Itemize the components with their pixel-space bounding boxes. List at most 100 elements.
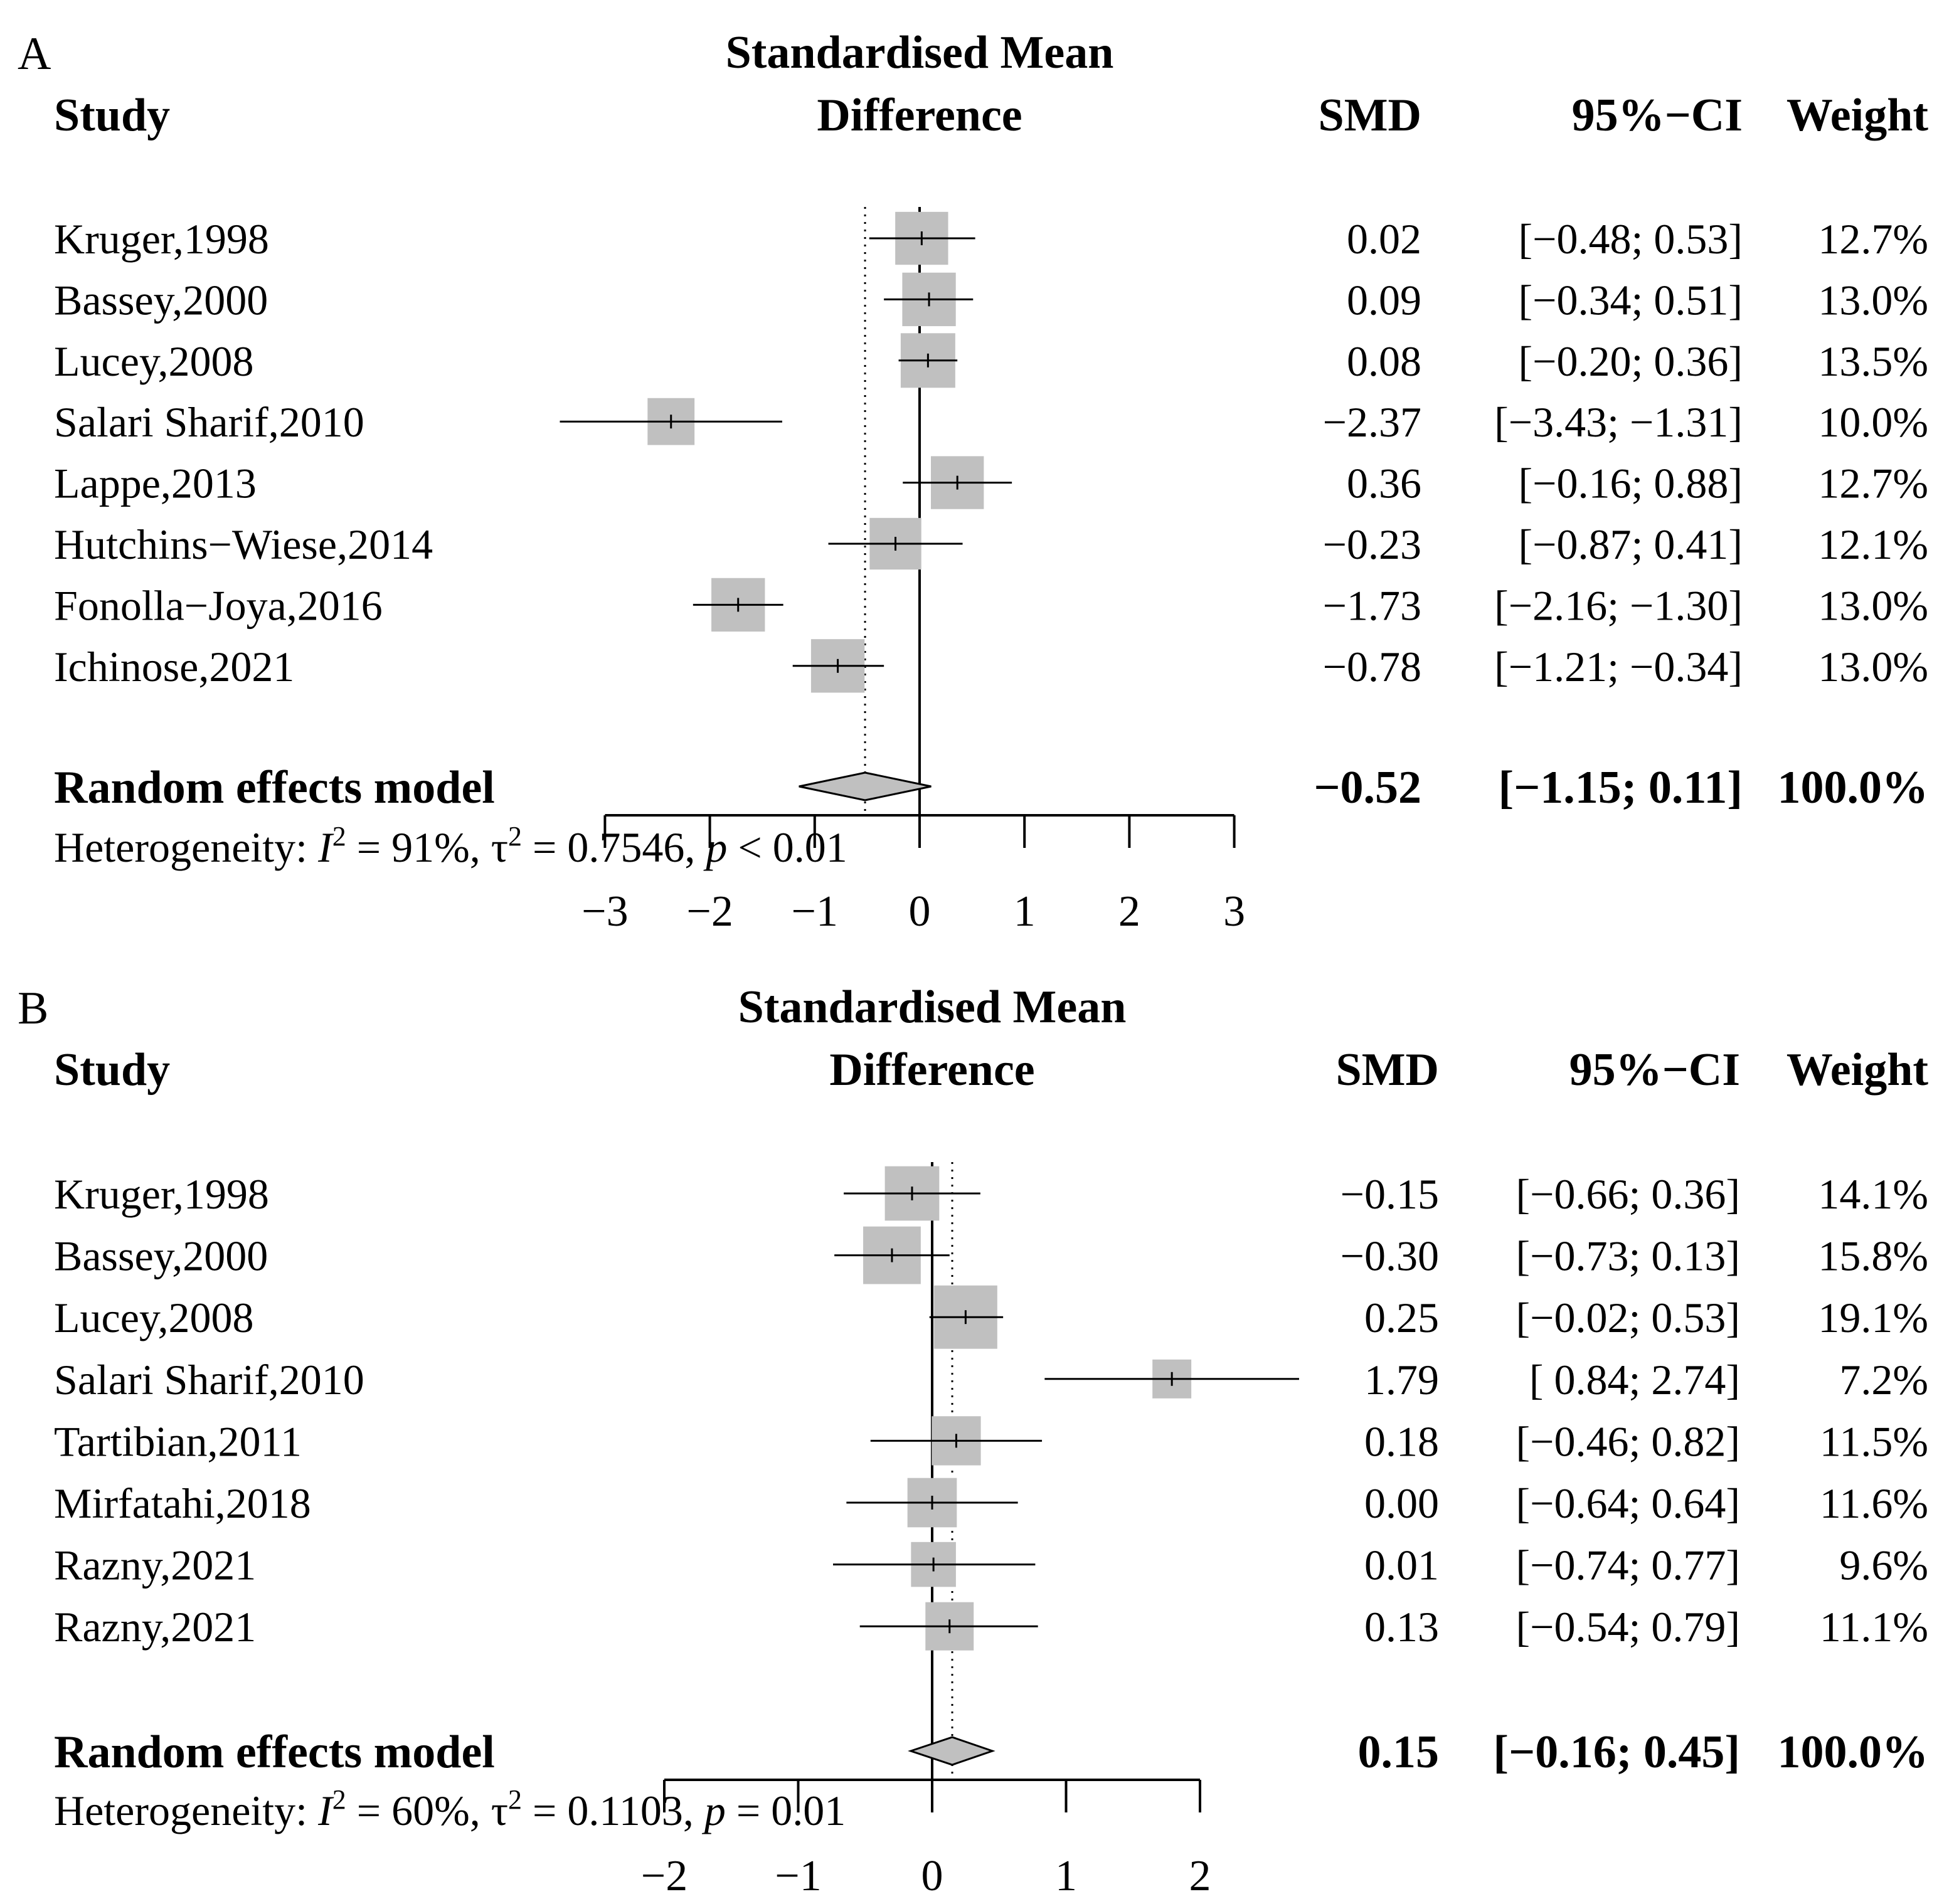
pooled-label: Random effects model [54, 762, 495, 813]
study-name: Lucey,2008 [54, 1294, 253, 1341]
x-tick-label: 1 [1055, 1852, 1077, 1900]
study-smd: 0.13 [1364, 1603, 1439, 1651]
study-ci: [−2.16; −1.30] [1494, 581, 1743, 629]
study-ci: [−0.87; 0.41] [1518, 521, 1743, 568]
study-row: Hutchins−Wiese,2014 −0.23 [−0.87; 0.41] 12.… [54, 517, 1928, 570]
header-effect-line2: Difference [817, 90, 1022, 141]
study-weight: 11.6% [1820, 1479, 1928, 1527]
study-smd: 0.18 [1364, 1417, 1439, 1465]
study-name: Bassey,2000 [54, 1232, 268, 1280]
study-ci: [−0.74; 0.77] [1516, 1542, 1740, 1589]
study-name: Lucey,2008 [54, 337, 253, 385]
header-weight: Weight [1786, 1044, 1928, 1096]
study-row: Kruger,1998 0.02 [−0.48; 0.53] 12.7% [54, 211, 1928, 265]
x-tick-label: 1 [1014, 887, 1036, 936]
study-name: Kruger,1998 [54, 215, 269, 263]
study-smd: −2.37 [1323, 398, 1421, 446]
study-weight: 11.5% [1820, 1417, 1928, 1465]
panel-label: A [18, 28, 51, 80]
study-weight: 14.1% [1818, 1170, 1928, 1218]
study-weight: 7.2% [1839, 1356, 1928, 1404]
study-row: Fonolla−Joya,2016 −1.73 [−2.16; −1.30] 13.0… [54, 578, 1928, 632]
x-tick-label: 2 [1189, 1852, 1211, 1900]
study-name: Lappe,2013 [54, 460, 257, 507]
study-name: Salari Sharif,2010 [54, 398, 364, 446]
study-ci: [−3.43; −1.31] [1494, 398, 1743, 446]
study-ci: [−0.34; 0.51] [1518, 276, 1743, 324]
x-axis: −3 −2 −1 0 1 2 3 [581, 814, 1245, 936]
study-weight: 13.5% [1818, 337, 1928, 385]
header-effect-line1: Standardised Mean [738, 981, 1127, 1033]
x-tick-label: 0 [921, 1852, 943, 1900]
study-weight: 13.0% [1818, 581, 1928, 629]
study-ci: [−1.21; −0.34] [1494, 643, 1743, 690]
header-ci: 95%−CI [1572, 90, 1743, 141]
x-tick-label: −1 [775, 1852, 821, 1900]
study-ci: [−0.48; 0.53] [1518, 215, 1743, 263]
x-tick-label: 0 [909, 887, 931, 936]
header-smd: SMD [1319, 90, 1421, 141]
study-name: Ichinose,2021 [54, 643, 294, 690]
study-name: Kruger,1998 [54, 1170, 269, 1218]
study-weight: 12.1% [1818, 521, 1928, 568]
study-weight: 10.0% [1818, 398, 1928, 446]
x-tick-label: −1 [792, 887, 838, 936]
pooled-smd: 0.15 [1358, 1727, 1440, 1778]
study-ci: [−0.16; 0.88] [1518, 460, 1743, 507]
study-row: Razny,2021 0.01 [−0.74; 0.77] 9.6% [54, 1542, 1928, 1589]
study-row: Bassey,2000 0.09 [−0.34; 0.51] 13.0% [54, 272, 1928, 327]
x-tick-label: −3 [581, 887, 628, 936]
study-ci: [ 0.84; 2.74] [1529, 1356, 1740, 1404]
study-smd: 0.02 [1347, 215, 1421, 263]
study-name: Razny,2021 [54, 1542, 256, 1589]
x-axis: −2 −1 0 1 2 [641, 1779, 1211, 1900]
header-smd: SMD [1336, 1044, 1439, 1096]
study-row: Lucey,2008 0.25 [−0.02; 0.53] 19.1% [54, 1285, 1928, 1349]
x-tick-label: 2 [1118, 887, 1140, 936]
header-effect-line1: Standardised Mean [726, 27, 1114, 78]
study-weight: 9.6% [1839, 1542, 1928, 1589]
study-smd: 0.09 [1347, 276, 1421, 324]
header-ci: 95%−CI [1569, 1044, 1740, 1096]
study-weight: 12.7% [1818, 215, 1928, 263]
pooled-ci: [−0.16; 0.45] [1493, 1727, 1740, 1778]
study-smd: −0.15 [1341, 1170, 1439, 1218]
study-name: Mirfatahi,2018 [54, 1479, 311, 1527]
study-name: Bassey,2000 [54, 276, 268, 324]
study-weight: 11.1% [1820, 1603, 1928, 1651]
x-tick-label: 3 [1223, 887, 1245, 936]
x-tick-label: −2 [686, 887, 733, 936]
study-smd: 0.36 [1347, 460, 1421, 507]
study-ci: [−0.02; 0.53] [1516, 1294, 1740, 1341]
study-row: Lappe,2013 0.36 [−0.16; 0.88] 12.7% [54, 456, 1928, 509]
study-smd: 0.08 [1347, 337, 1421, 385]
study-row: Bassey,2000 −0.30 [−0.73; 0.13] 15.8% [54, 1226, 1928, 1284]
pooled-row: Random effects model −0.52 [−1.15; 0.11] 10… [54, 762, 1928, 813]
study-row: Tartibian,2011 0.18 [−0.46; 0.82] 11.5% [54, 1416, 1928, 1466]
pooled-smd: −0.52 [1314, 762, 1421, 813]
study-smd: 0.25 [1364, 1294, 1439, 1341]
pooled-weight: 100.0% [1778, 1727, 1929, 1778]
study-ci: [−0.66; 0.36] [1516, 1170, 1740, 1218]
study-ci: [−0.54; 0.79] [1516, 1603, 1740, 1651]
study-row: Ichinose,2021 −0.78 [−1.21; −0.34] 13.0% [54, 639, 1928, 693]
study-weight: 19.1% [1818, 1294, 1928, 1341]
pooled-weight: 100.0% [1778, 762, 1929, 813]
study-name: Tartibian,2011 [54, 1417, 302, 1465]
study-smd: 1.79 [1364, 1356, 1439, 1404]
study-name: Razny,2021 [54, 1603, 256, 1651]
study-smd: −0.78 [1323, 643, 1421, 690]
heterogeneity-stats: Heterogeneity: I2 = 60%, τ2 = 0.1103, p … [54, 1784, 846, 1834]
pooled-diamond [799, 771, 932, 801]
study-ci: [−0.73; 0.13] [1516, 1232, 1740, 1280]
study-row: Lucey,2008 0.08 [−0.20; 0.36] 13.5% [54, 333, 1928, 388]
panel-label: B [18, 983, 48, 1034]
x-tick-label: −2 [641, 1852, 688, 1900]
header-study: Study [54, 90, 170, 141]
header-weight: Weight [1786, 90, 1928, 141]
study-smd: −0.23 [1323, 521, 1421, 568]
study-row: Kruger,1998 −0.15 [−0.66; 0.36] 14.1% [54, 1166, 1928, 1221]
study-weight: 13.0% [1818, 276, 1928, 324]
